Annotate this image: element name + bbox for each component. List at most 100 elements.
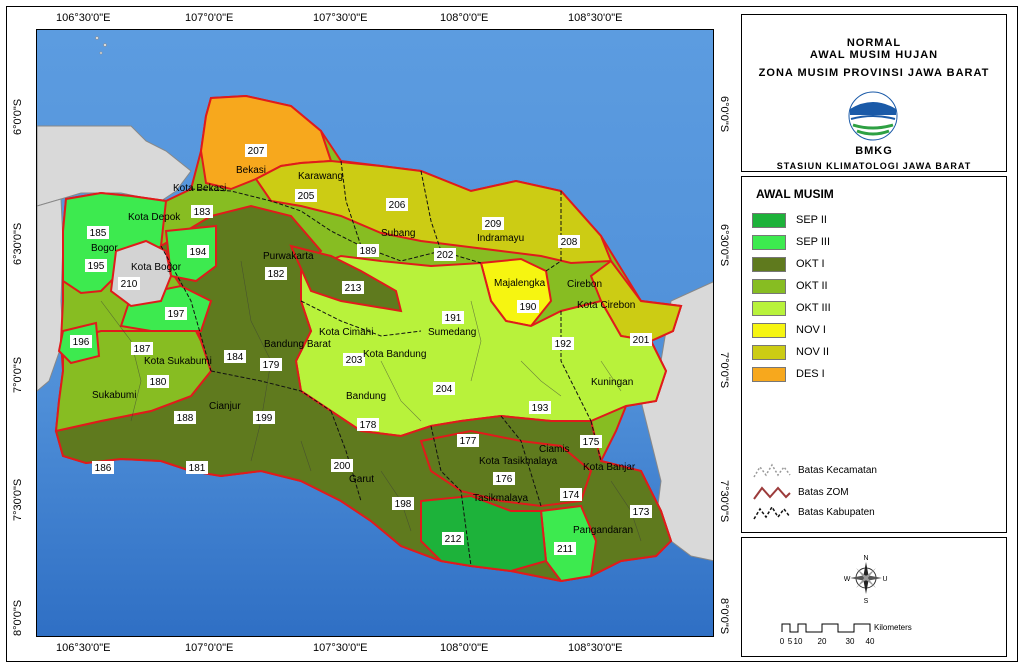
zone-label: 207	[245, 144, 267, 157]
island	[103, 43, 107, 47]
svg-text:177: 177	[460, 436, 477, 447]
region-label: Kota Cimahi	[319, 327, 373, 338]
right-tick: 8°0'0"S	[718, 598, 730, 635]
legend-item: SEP III	[752, 235, 952, 250]
svg-text:208: 208	[561, 237, 578, 248]
svg-text:206: 206	[389, 200, 406, 211]
zone-label: 177	[457, 434, 479, 447]
title-zona: ZONA MUSIM PROVINSI JAWA BARAT	[758, 67, 990, 79]
svg-text:189: 189	[360, 246, 377, 257]
zone-label: 210	[118, 277, 140, 290]
zone-label: 173	[630, 505, 652, 518]
top-tick: 108°30'0"E	[568, 12, 623, 24]
region-label: Karawang	[298, 171, 343, 182]
zone-label: 182	[265, 267, 287, 280]
zom-line-icon	[753, 486, 791, 500]
compass-e: U	[882, 576, 887, 583]
zone-label: 197	[165, 307, 187, 320]
zone-label: 188	[174, 411, 196, 424]
legend-line-kecamatan: Batas Kecamatan	[752, 463, 952, 481]
zone-label: 178	[357, 418, 379, 431]
legend-line-zom: Batas ZOM	[752, 485, 952, 503]
region-label: Pangandaran	[573, 525, 633, 536]
title-normal: NORMAL	[846, 37, 902, 49]
bmkg-logo	[848, 91, 898, 141]
right-tick: 7°30'0"S	[718, 480, 730, 523]
zone-label: 175	[580, 435, 602, 448]
svg-text:188: 188	[177, 413, 194, 424]
legend-item: DES I	[752, 367, 952, 382]
svg-text:213: 213	[345, 283, 362, 294]
svg-text:180: 180	[150, 377, 167, 388]
legend-label: NOV I	[796, 324, 826, 336]
region-label: Sukabumi	[92, 390, 136, 401]
zone-label: 204	[433, 382, 455, 395]
left-tick: 7°30'0"S	[12, 478, 24, 521]
island	[95, 36, 99, 40]
left-tick: 7°0'0"S	[12, 356, 24, 393]
zone-label: 209	[482, 217, 504, 230]
svg-text:200: 200	[334, 461, 351, 472]
region-label: Indramayu	[477, 233, 524, 244]
zone-label: 201	[630, 333, 652, 346]
region-label: Kota Depok	[128, 212, 181, 223]
zone-label: 196	[70, 335, 92, 348]
zone-okt-i-213	[289, 244, 403, 313]
legend-swatch	[752, 367, 786, 382]
svg-text:199: 199	[256, 413, 273, 424]
bottom-tick: 108°30'0"E	[568, 642, 623, 654]
legend-label: SEP II	[796, 214, 827, 226]
top-tick: 107°0'0"E	[185, 12, 234, 24]
title-awal-musim: AWAL MUSIM HUJAN	[809, 49, 939, 61]
svg-text:192: 192	[555, 339, 572, 350]
legend-panel: AWAL MUSIM SEP II SEP III OKT I OKT II O…	[741, 176, 1007, 533]
svg-text:204: 204	[436, 384, 453, 395]
legend-swatch	[752, 345, 786, 360]
svg-text:178: 178	[360, 420, 377, 431]
svg-text:186: 186	[95, 463, 112, 474]
zone-label: 180	[147, 375, 169, 388]
legend-item: OKT I	[752, 257, 952, 272]
region-label: Bandung	[346, 391, 386, 402]
zone-labels: 207 205 206 209 208 185 183 195 210 194 …	[70, 144, 652, 555]
svg-text:196: 196	[73, 337, 90, 348]
svg-text:182: 182	[268, 269, 285, 280]
svg-text:174: 174	[563, 490, 580, 501]
zone-label: 203	[343, 353, 365, 366]
top-tick: 107°30'0"E	[313, 12, 368, 24]
legend-swatch	[752, 257, 786, 272]
map-canvas[interactable]: 207 205 206 209 208 185 183 195 210 194 …	[36, 29, 714, 637]
scale-label: 5	[788, 637, 793, 646]
legend-label: OKT III	[796, 302, 831, 314]
map-svg: 207 205 206 209 208 185 183 195 210 194 …	[37, 30, 713, 636]
zone-sep-ii	[420, 494, 548, 573]
svg-text:212: 212	[445, 534, 462, 545]
title-panel: NORMAL AWAL MUSIM HUJAN ZONA MUSIM PROVI…	[741, 14, 1007, 172]
legend-item: OKT III	[752, 301, 952, 316]
region-labels: Kota Bekasi Bekasi Karawang Kota Depok B…	[91, 165, 636, 536]
zone-label: 193	[529, 401, 551, 414]
svg-text:193: 193	[532, 403, 549, 414]
svg-text:176: 176	[496, 474, 513, 485]
svg-text:209: 209	[485, 219, 502, 230]
zone-label: 212	[442, 532, 464, 545]
region-label: Bekasi	[236, 165, 266, 176]
scale-label: 10	[794, 637, 803, 646]
zone-label: 179	[260, 358, 282, 371]
zone-label: 211	[554, 542, 576, 555]
svg-text:183: 183	[194, 207, 211, 218]
right-tick: 6°30'0"S	[718, 224, 730, 267]
zone-label: 181	[186, 461, 208, 474]
zone-label: 176	[493, 472, 515, 485]
zone-label: 189	[357, 244, 379, 257]
svg-text:184: 184	[227, 352, 244, 363]
legend-item: NOV II	[752, 345, 952, 360]
legend-swatch	[752, 213, 786, 228]
left-tick: 6°0'0"S	[12, 98, 24, 135]
region-label: Majalengka	[494, 278, 546, 289]
scale-label: 40	[866, 637, 875, 646]
scale-unit: Kilometers	[874, 623, 912, 632]
legend-line-kabupaten: Batas Kabupaten	[752, 505, 952, 523]
scale-bar: 0 5 10 20 30 40 Kilometers	[780, 618, 980, 648]
station-label: STASIUN KLIMATOLOGI JAWA BARAT	[776, 161, 972, 171]
